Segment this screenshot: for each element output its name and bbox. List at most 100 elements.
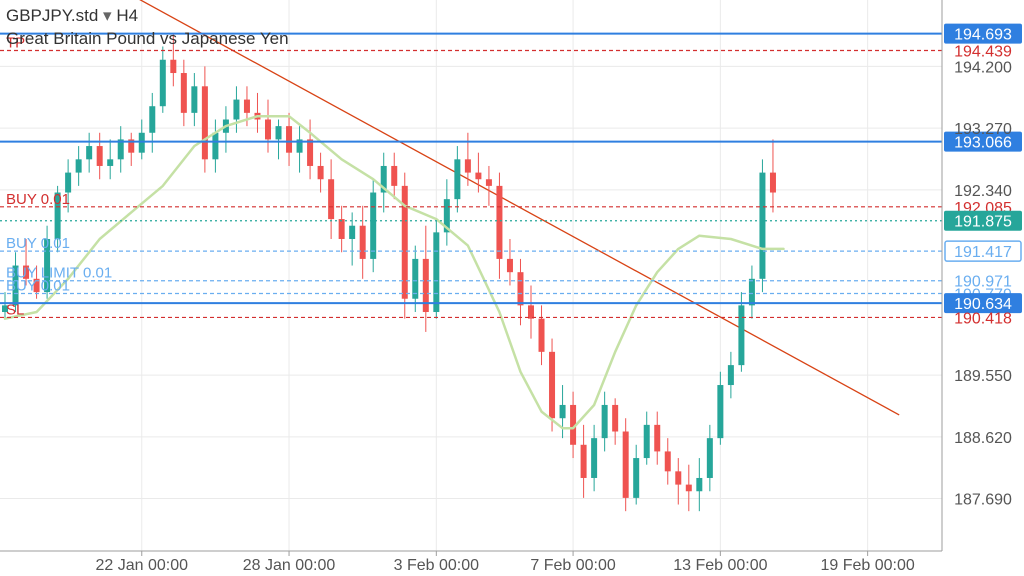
candle-body bbox=[506, 258, 513, 273]
candle-body bbox=[612, 404, 619, 432]
candle-body bbox=[528, 305, 534, 319]
bull-candle bbox=[748, 265, 755, 319]
candle-body bbox=[727, 365, 734, 386]
candle-body bbox=[44, 238, 51, 293]
bull-candle bbox=[191, 73, 198, 127]
bull-candle bbox=[12, 252, 19, 313]
candle-body bbox=[738, 305, 745, 366]
bull-candle bbox=[412, 245, 419, 313]
candle-body bbox=[380, 165, 387, 193]
candle-body bbox=[654, 424, 661, 452]
bear-candle bbox=[769, 139, 776, 213]
candle-body bbox=[591, 438, 598, 478]
candle-body bbox=[328, 179, 335, 220]
price-level-190.971: 190.971 BUY LIMIT 0.01 bbox=[0, 265, 1012, 291]
price-badge-label: 191.417 bbox=[954, 244, 1012, 261]
candle-body bbox=[54, 192, 61, 239]
bull-candle bbox=[149, 92, 156, 153]
order-line-label: BUY 0.01 bbox=[6, 191, 70, 208]
trendline-layer bbox=[139, 0, 900, 416]
price-level-191.417: 191.417 BUY 0.01 bbox=[0, 235, 1022, 262]
candle-body bbox=[359, 225, 366, 259]
order-line-label: BUY LIMIT 0.01 bbox=[6, 265, 112, 282]
x-tick-label: 22 Jan 00:00 bbox=[95, 557, 188, 574]
bull-candle bbox=[212, 119, 219, 173]
price-level-190.418: 190.418 SL bbox=[0, 301, 1012, 327]
bull-candle bbox=[54, 185, 61, 253]
candle-body bbox=[475, 172, 482, 180]
candle-body bbox=[769, 172, 776, 193]
candle-body bbox=[86, 146, 93, 160]
bull-candle bbox=[759, 159, 766, 293]
candle-body bbox=[107, 159, 114, 166]
candle-body bbox=[191, 86, 198, 113]
price-level-190.634: 190.634 bbox=[0, 293, 1022, 314]
candle-body bbox=[748, 278, 755, 306]
bull-candle bbox=[738, 292, 745, 372]
bear-candle bbox=[128, 132, 135, 166]
bull-candle bbox=[117, 126, 124, 173]
price-badge bbox=[944, 240, 1022, 262]
candle-body bbox=[138, 132, 145, 153]
bear-candle bbox=[496, 172, 503, 279]
bull-candle bbox=[696, 458, 703, 512]
candle-body bbox=[443, 199, 450, 233]
candle-body bbox=[33, 278, 40, 293]
y-tick-label: 194.200 bbox=[954, 59, 1012, 76]
candle-body bbox=[265, 119, 271, 140]
bear-candle bbox=[307, 119, 314, 180]
bear-candle bbox=[685, 464, 692, 512]
symbol-dropdown-icon[interactable]: ▾ bbox=[103, 6, 112, 25]
bull-candle bbox=[433, 219, 440, 319]
candle-body bbox=[685, 484, 692, 492]
candle-body bbox=[422, 258, 429, 313]
order-line-label: TP bbox=[6, 35, 25, 52]
bear-candle bbox=[317, 152, 324, 193]
symbol-label[interactable]: GBPJPY.std bbox=[6, 6, 99, 25]
bull-candle bbox=[443, 179, 450, 246]
bear-candle bbox=[265, 99, 271, 153]
candle-body bbox=[349, 225, 356, 239]
bull-candle bbox=[75, 146, 82, 186]
symbol-description: Great Britain Pound vs Japanese Yen bbox=[6, 29, 289, 48]
candle-body bbox=[96, 146, 103, 166]
candle-body bbox=[159, 59, 166, 107]
price-badge bbox=[944, 23, 1022, 44]
candle-body bbox=[149, 106, 156, 133]
moving-average-line bbox=[3, 114, 785, 430]
candle-body bbox=[401, 185, 408, 299]
candle-body bbox=[201, 86, 208, 160]
bear-candle bbox=[528, 285, 534, 339]
candle-body bbox=[170, 59, 177, 74]
chart-header: GBPJPY.std ▾ H4 bbox=[6, 6, 138, 26]
candle-body bbox=[275, 126, 282, 140]
candle-body bbox=[664, 451, 671, 472]
price-level-label: 194.439 bbox=[954, 44, 1012, 61]
bear-candle bbox=[422, 225, 429, 332]
bear-candle bbox=[338, 205, 345, 253]
candle-body bbox=[580, 444, 587, 478]
candle-body bbox=[117, 139, 124, 160]
bull-candle bbox=[233, 86, 240, 133]
candle-body bbox=[296, 139, 303, 153]
bull-candle bbox=[380, 152, 387, 213]
bull-candle bbox=[86, 132, 93, 173]
candle-body bbox=[549, 351, 556, 419]
candle-body bbox=[180, 73, 187, 113]
bull-candle bbox=[727, 351, 734, 399]
bull-candle bbox=[706, 424, 713, 492]
candle-body bbox=[370, 192, 377, 259]
timeframe-label[interactable]: H4 bbox=[116, 6, 139, 25]
bear-candle bbox=[506, 238, 513, 286]
price-level-label: 190.418 bbox=[954, 310, 1012, 327]
bear-candle bbox=[664, 438, 671, 485]
candles-layer bbox=[2, 33, 776, 512]
candle-body bbox=[538, 318, 545, 352]
bull-candle bbox=[601, 391, 608, 452]
bear-candle bbox=[549, 338, 556, 432]
bear-candle bbox=[485, 165, 492, 206]
bear-candle bbox=[180, 59, 187, 127]
